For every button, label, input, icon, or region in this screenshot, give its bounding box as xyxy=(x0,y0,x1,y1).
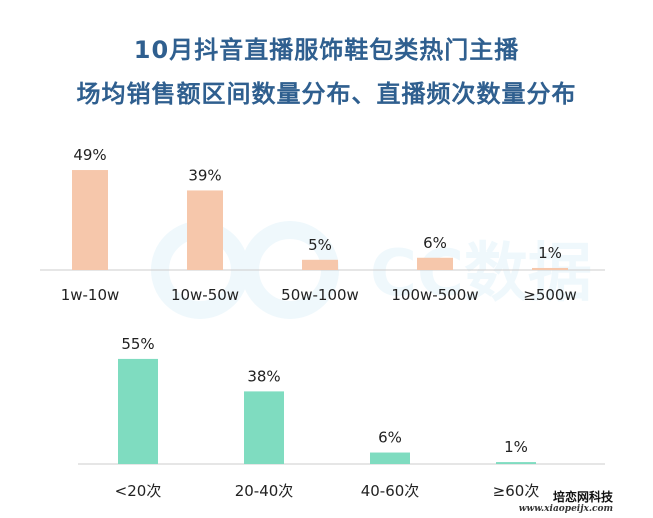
x-tick-label: 20-40次 xyxy=(235,482,294,500)
sales-range-bar-chart: 49% 1w-10w 39% 10w-50w 5% 50w-100w 6% 100w-500w… xyxy=(40,146,605,304)
bar xyxy=(302,259,338,270)
data-label: 1% xyxy=(504,438,528,456)
data-label: 55% xyxy=(121,335,154,353)
bar xyxy=(417,257,453,270)
data-label: 49% xyxy=(73,146,106,164)
data-label: 6% xyxy=(423,234,447,252)
bar xyxy=(72,170,108,270)
x-tick-label: <20次 xyxy=(115,482,162,500)
x-tick-label: ≥60次 xyxy=(493,482,540,500)
watermark-text: CC数据 xyxy=(370,237,592,311)
bar xyxy=(244,391,284,464)
data-label: 1% xyxy=(538,244,562,262)
site-url: www.xiaopeijx.com xyxy=(518,504,613,514)
x-tick-label: ≥500w xyxy=(523,286,576,304)
bar xyxy=(496,462,536,464)
data-label: 6% xyxy=(378,429,402,447)
bar xyxy=(118,358,158,464)
site-name: 培恋网科技 xyxy=(552,490,613,504)
data-label: 5% xyxy=(308,236,332,254)
chart-title-line-2: 场均销售额区间数量分布、直播频次数量分布 xyxy=(76,80,577,108)
bar xyxy=(370,452,410,464)
x-tick-label: 40-60次 xyxy=(361,482,420,500)
chart-title-line-1: 10月抖音直播服饰鞋包类热门主播 xyxy=(133,36,520,64)
x-tick-label: 100w-500w xyxy=(391,286,478,304)
bar xyxy=(187,190,223,270)
bar xyxy=(532,267,568,270)
x-tick-label: 1w-10w xyxy=(61,286,120,304)
data-label: 38% xyxy=(247,367,280,385)
live-frequency-bar-chart: 55% <20次 38% 20-40次 6% 40-60次 1% ≥60次 xyxy=(78,335,605,500)
data-label: 39% xyxy=(188,166,221,184)
x-tick-label: 10w-50w xyxy=(171,286,239,304)
x-tick-label: 50w-100w xyxy=(281,286,359,304)
